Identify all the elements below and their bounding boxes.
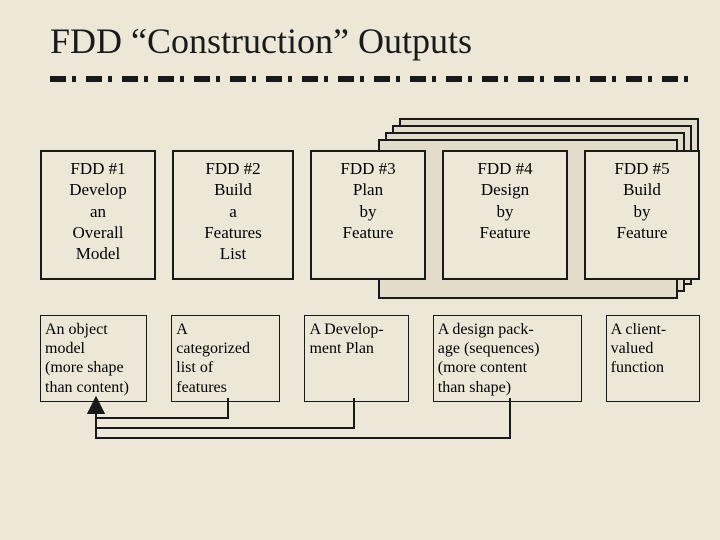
phase-box-3: FDD #3 Plan by Feature: [310, 150, 426, 280]
phase-box-5: FDD #5 Build by Feature: [584, 150, 700, 280]
output-box-3: A Develop- ment Plan: [304, 315, 408, 402]
output-box-4: A design pack- age (sequences) (more con…: [433, 315, 582, 402]
output-box-5: A client- valued function: [606, 315, 700, 402]
output-box-2: A categorized list of features: [171, 315, 280, 402]
phase-num: FDD #1: [70, 158, 125, 179]
output-row: An object model (more shape than content…: [40, 315, 700, 402]
phase-box-2: FDD #2 Build a Features List: [172, 150, 294, 280]
phase-num: FDD #3: [340, 158, 395, 179]
phase-num: FDD #5: [614, 158, 669, 179]
page-title: FDD “Construction” Outputs: [0, 0, 720, 62]
phase-row: FDD #1 Develop an Overall Model FDD #2 B…: [40, 150, 700, 280]
phase-box-1: FDD #1 Develop an Overall Model: [40, 150, 156, 280]
output-box-1: An object model (more shape than content…: [40, 315, 147, 402]
phase-box-4: FDD #4 Design by Feature: [442, 150, 568, 280]
title-dashline: [50, 76, 690, 82]
phase-num: FDD #2: [205, 158, 260, 179]
phase-num: FDD #4: [477, 158, 532, 179]
